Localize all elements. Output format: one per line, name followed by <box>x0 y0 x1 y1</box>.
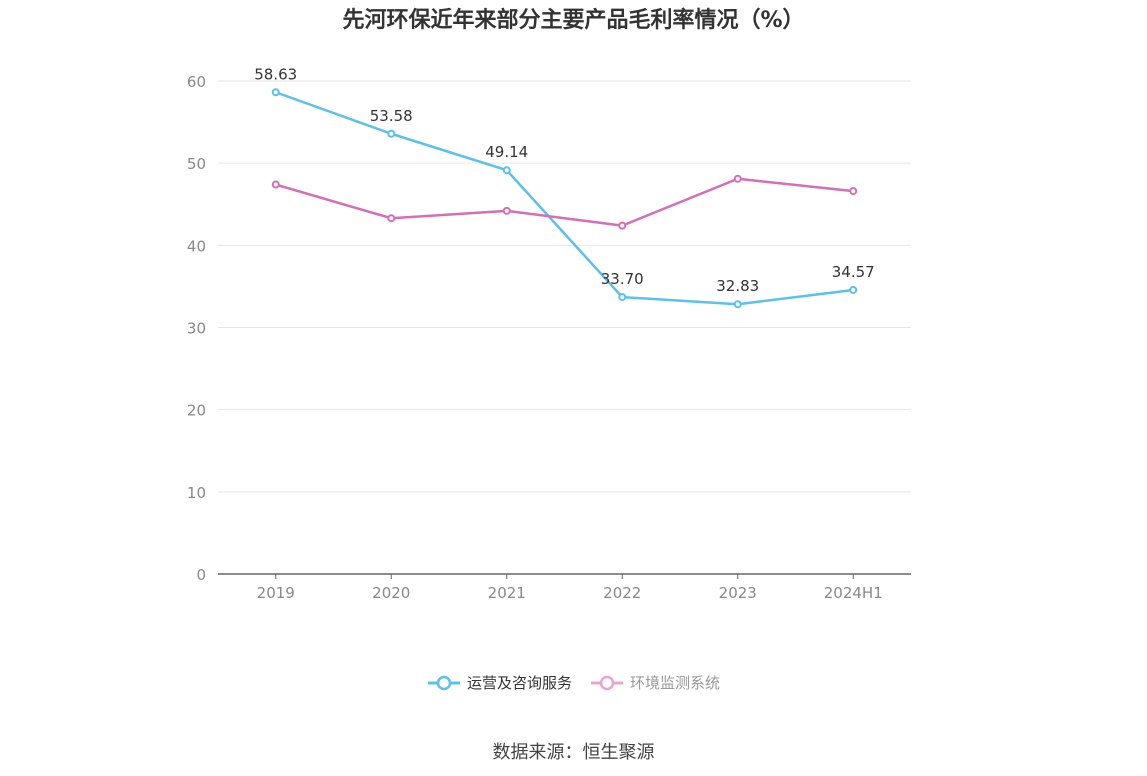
data-label: 34.57 <box>832 263 875 281</box>
source-note: 数据来源：恒生聚源 <box>492 742 655 763</box>
data-point[interactable] <box>271 180 280 189</box>
y-axis-ticks: 0 10 20 30 40 50 60 <box>187 73 206 584</box>
y-tick-label: 40 <box>187 237 206 255</box>
legend-item-series-2[interactable]: 环境监测系统 <box>590 672 720 693</box>
data-label: 49.14 <box>485 143 528 161</box>
data-point[interactable] <box>502 206 511 215</box>
legend-item-series-1[interactable]: 运营及咨询服务 <box>427 672 572 693</box>
data-point[interactable] <box>502 166 511 175</box>
x-tick-label: 2019 <box>257 584 295 602</box>
data-label: 58.63 <box>254 65 297 83</box>
y-tick-label: 60 <box>187 73 206 91</box>
data-label: 53.58 <box>370 107 413 125</box>
data-point[interactable] <box>387 129 396 138</box>
x-tick-label: 2022 <box>603 584 641 602</box>
y-tick-label: 0 <box>196 566 206 584</box>
grid-lines <box>218 80 911 493</box>
data-point[interactable] <box>618 221 627 230</box>
data-point[interactable] <box>733 174 742 183</box>
x-tick-label: 2023 <box>719 584 757 602</box>
data-point[interactable] <box>387 214 396 223</box>
legend-marker-series-2 <box>591 675 623 690</box>
data-point[interactable] <box>733 300 742 309</box>
x-tick-label: 2021 <box>488 584 526 602</box>
y-tick-label: 50 <box>187 155 206 173</box>
data-label: 33.70 <box>601 270 644 288</box>
x-tick-label: 2020 <box>372 584 410 602</box>
series-line-1 <box>275 91 854 306</box>
data-point[interactable] <box>271 88 280 97</box>
series-line-2 <box>275 177 854 227</box>
x-tick-label: 2024H1 <box>824 584 883 602</box>
y-tick-label: 10 <box>187 484 206 502</box>
data-point[interactable] <box>618 293 627 302</box>
y-tick-label: 30 <box>187 320 206 338</box>
legend-marker-series-1 <box>427 675 460 690</box>
x-axis-ticks: 2019 2020 2021 2022 2023 2024H1 <box>257 574 883 602</box>
data-point[interactable] <box>849 187 858 196</box>
legend: 运营及咨询服务 环境监测系统 <box>0 672 1147 693</box>
data-label: 32.83 <box>716 277 759 295</box>
legend-label-series-2: 环境监测系统 <box>630 674 721 692</box>
data-point[interactable] <box>849 285 858 294</box>
line-chart: 0 10 20 30 40 50 60 2019 2020 2021 2022 2023 2024H1… <box>187 65 911 602</box>
data-labels: 58.63 53.58 49.14 33.70 32.83 34.57 <box>254 65 874 295</box>
chart-title: 先河环保近年来部分主要产品毛利率情况（%） <box>342 8 805 33</box>
series-lines <box>271 88 858 309</box>
y-tick-label: 20 <box>187 402 206 420</box>
legend-label-series-1: 运营及咨询服务 <box>466 674 572 692</box>
